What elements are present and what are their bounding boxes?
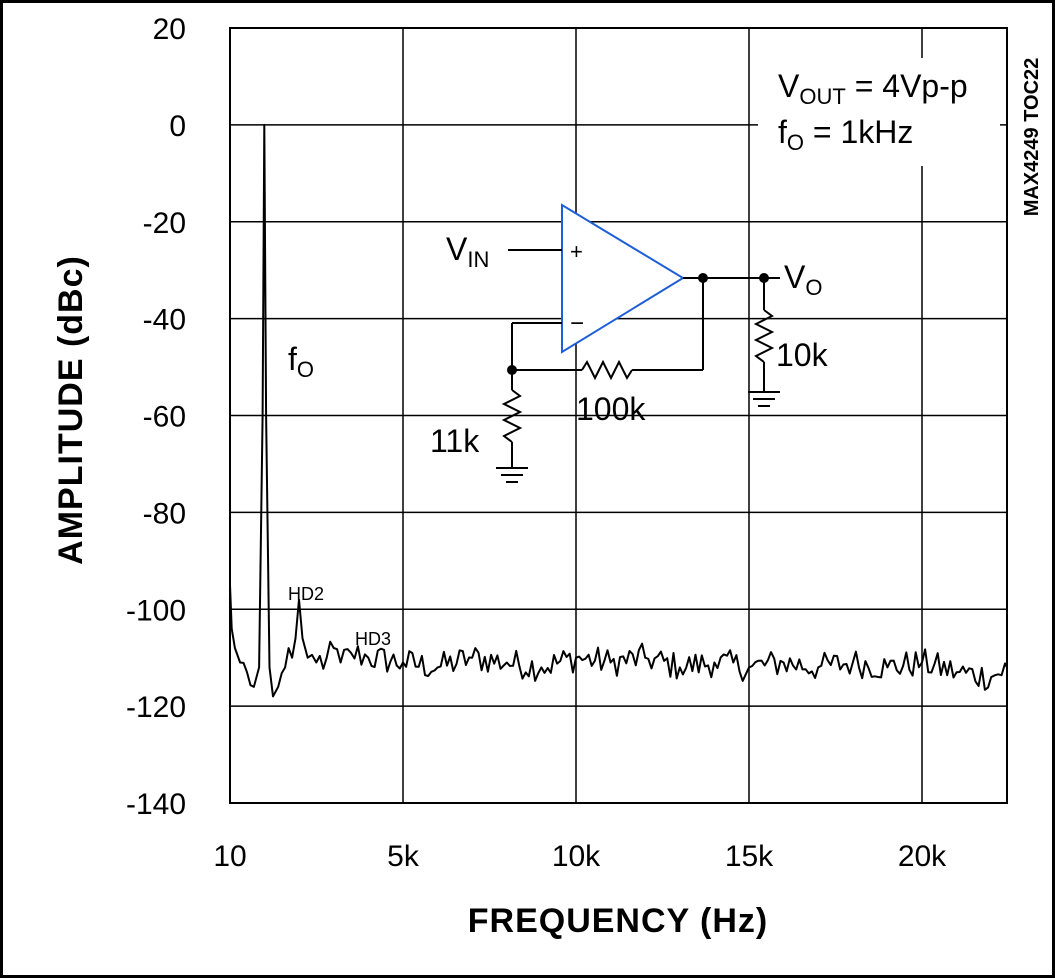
opamp-minus-label: −: [570, 310, 584, 337]
vout-annotation: VOUT = 4Vp-p: [778, 68, 968, 109]
annotation-box: [758, 58, 1000, 166]
circuit-schematic: [496, 203, 780, 483]
y-axis-ticks: 20 0 -20 -40 -60 -80 -100 -120 -140: [126, 13, 186, 821]
feedback-resistor-label: 100k: [576, 391, 646, 427]
vout-value: = 4Vp-p: [846, 68, 968, 104]
series-line-spectrum: [229, 123, 1008, 698]
y-tick-label: 20: [153, 13, 186, 46]
vin-label: VIN: [446, 231, 489, 272]
vo-sub: O: [805, 275, 822, 300]
vin-sub: IN: [467, 247, 489, 272]
y-tick-label: -60: [143, 401, 186, 434]
ground-resistor-label: 11k: [430, 423, 480, 459]
y-tick-label: -80: [143, 497, 186, 530]
x-axis-ticks: 10 5k 10k 15k 20k: [213, 840, 947, 873]
f0-prefix: f: [778, 114, 787, 150]
f0-sub: O: [787, 130, 804, 155]
y-tick-label: -140: [126, 788, 186, 821]
y-tick-label: -20: [143, 207, 186, 240]
fo-sub: O: [297, 357, 314, 382]
f0-value: = 1kHz: [804, 114, 913, 150]
y-tick-label: -100: [126, 594, 186, 627]
plot-area: [229, 27, 1008, 804]
f0-annotation: fO = 1kHz: [778, 114, 913, 155]
x-tick-label: 20k: [898, 840, 947, 873]
fo-label: fO: [288, 341, 314, 382]
feedback-resistor: [581, 359, 633, 381]
fo-main: f: [288, 341, 297, 377]
hd2-label: HD2: [288, 584, 324, 604]
load-resistor-label: 10k: [776, 337, 829, 373]
y-tick-label: -120: [126, 691, 186, 724]
vo-prefix: V: [784, 259, 806, 295]
y-tick-label: 0: [169, 110, 186, 143]
x-tick-label: 10k: [552, 840, 601, 873]
y-tick-label: -40: [143, 304, 186, 337]
vin-prefix: V: [446, 231, 468, 267]
opamp-triangle: [561, 203, 685, 354]
x-tick-label: 5k: [387, 840, 420, 873]
ground-resistor: [501, 389, 523, 443]
x-axis-title: FREQUENCY (Hz): [468, 902, 769, 940]
opamp-plus-label: +: [570, 239, 583, 264]
hd3-label: HD3: [355, 629, 391, 649]
vout-prefix: V: [778, 68, 800, 104]
inverting-node: [507, 365, 517, 375]
vout-sub: OUT: [799, 84, 845, 109]
x-tick-label: 10: [213, 840, 246, 873]
x-tick-label: 15k: [725, 840, 774, 873]
y-axis-title: AMPLITUDE (dBc): [52, 255, 90, 565]
vo-label: VO: [784, 259, 822, 300]
figure-id-label: MAX4249 TOC22: [1021, 58, 1043, 217]
load-resistor: [753, 309, 775, 363]
